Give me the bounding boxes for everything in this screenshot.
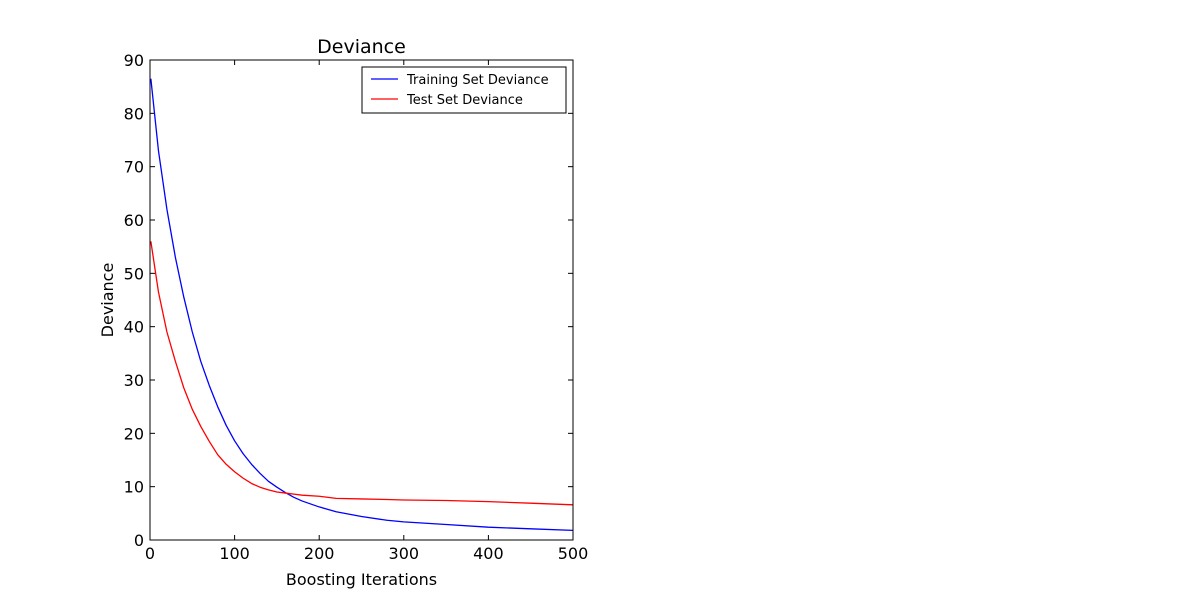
series-line-test	[150, 241, 574, 506]
legend: Training Set Deviance Test Set Deviance	[361, 66, 567, 114]
legend-label-test: Test Set Deviance	[406, 93, 523, 108]
y-tick-label: 70	[124, 158, 144, 177]
y-tick-label: 80	[124, 104, 144, 123]
legend-label-training: Training Set Deviance	[406, 73, 549, 88]
chart-title: Deviance	[317, 36, 406, 58]
y-tick-label: 60	[124, 211, 144, 230]
y-tick-label: 90	[124, 51, 144, 70]
x-tick-label: 0	[145, 544, 155, 563]
y-tick-label: 40	[124, 318, 144, 337]
x-tick-label: 200	[304, 544, 335, 563]
y-tick-label: 50	[124, 264, 144, 283]
series-layer	[150, 78, 574, 532]
legend-frame	[361, 66, 567, 114]
y-axis-label: Deviance	[98, 263, 117, 338]
y-tick-label: 10	[124, 478, 144, 497]
plot-area: 0 100 200 300 400 500 0 10 20 30 40 50 60 70 80 90	[124, 51, 589, 563]
y-tick-label: 20	[124, 424, 144, 443]
x-tick-label: 300	[389, 544, 420, 563]
x-tick-label: 500	[558, 544, 589, 563]
x-axis-label: Boosting Iterations	[286, 570, 437, 589]
plot-frame	[149, 59, 574, 541]
ticks-layer: 0 100 200 300 400 500 0 10 20 30 40 50 60 70 80 90	[124, 51, 589, 563]
x-tick-label: 100	[219, 544, 250, 563]
x-tick-label: 400	[473, 544, 504, 563]
y-tick-label: 30	[124, 371, 144, 390]
series-line-training	[150, 78, 574, 532]
y-tick-label: 0	[134, 531, 144, 550]
